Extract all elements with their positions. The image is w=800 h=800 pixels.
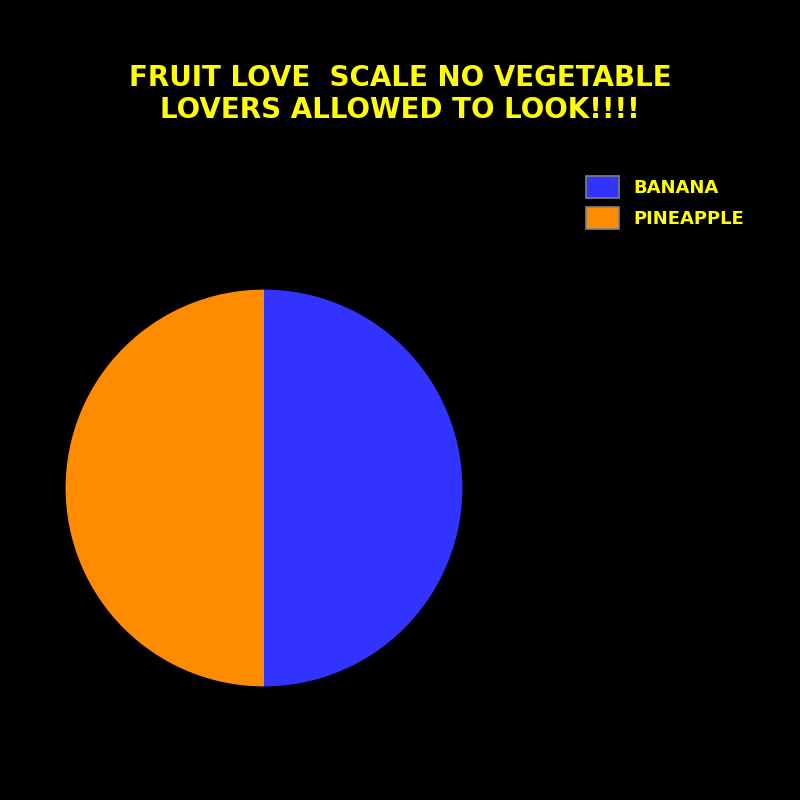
Wedge shape [264,290,462,686]
Wedge shape [66,290,264,686]
Legend: BANANA, PINEAPPLE: BANANA, PINEAPPLE [579,169,751,237]
Text: FRUIT LOVE  SCALE NO VEGETABLE
LOVERS ALLOWED TO LOOK!!!!: FRUIT LOVE SCALE NO VEGETABLE LOVERS ALL… [129,64,671,124]
